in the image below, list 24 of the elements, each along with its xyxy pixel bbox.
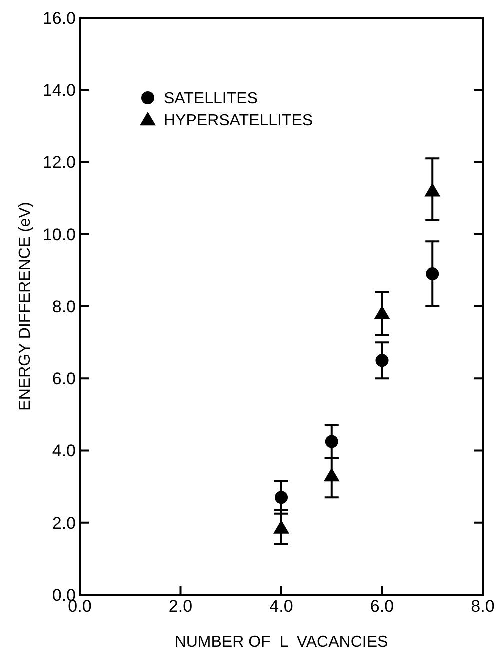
legend-label: SATELLITES [164,90,258,108]
y-tick-label: 10.0 [42,225,76,244]
y-tick-label: 14.0 [42,81,76,100]
x-tick-label: 6.0 [370,597,394,616]
x-tick-label: 8.0 [471,597,495,616]
y-tick-label: 16.0 [42,8,76,28]
point [324,468,340,482]
y-tick-label: 6.0 [52,370,76,389]
point [325,435,338,448]
y-tick-label: 2.0 [52,514,76,533]
x-tick-label: 2.0 [168,597,193,616]
point [376,354,389,368]
point [275,491,288,504]
y-tick-label: 8.0 [52,297,76,316]
point [424,183,441,197]
x-axis-title: NUMBER OF L VACANCIES [174,634,388,651]
y-tick-label: 12.0 [42,153,76,172]
point [426,268,440,281]
y-tick-label: 4.0 [52,442,76,461]
legend-label: HYPERSATELLITES [164,112,314,130]
x-tick-label: 4.0 [270,597,294,616]
y-axis-title: ENERGY DIFFERENCE (eV) [17,202,34,411]
point [374,306,390,320]
point [274,520,290,534]
